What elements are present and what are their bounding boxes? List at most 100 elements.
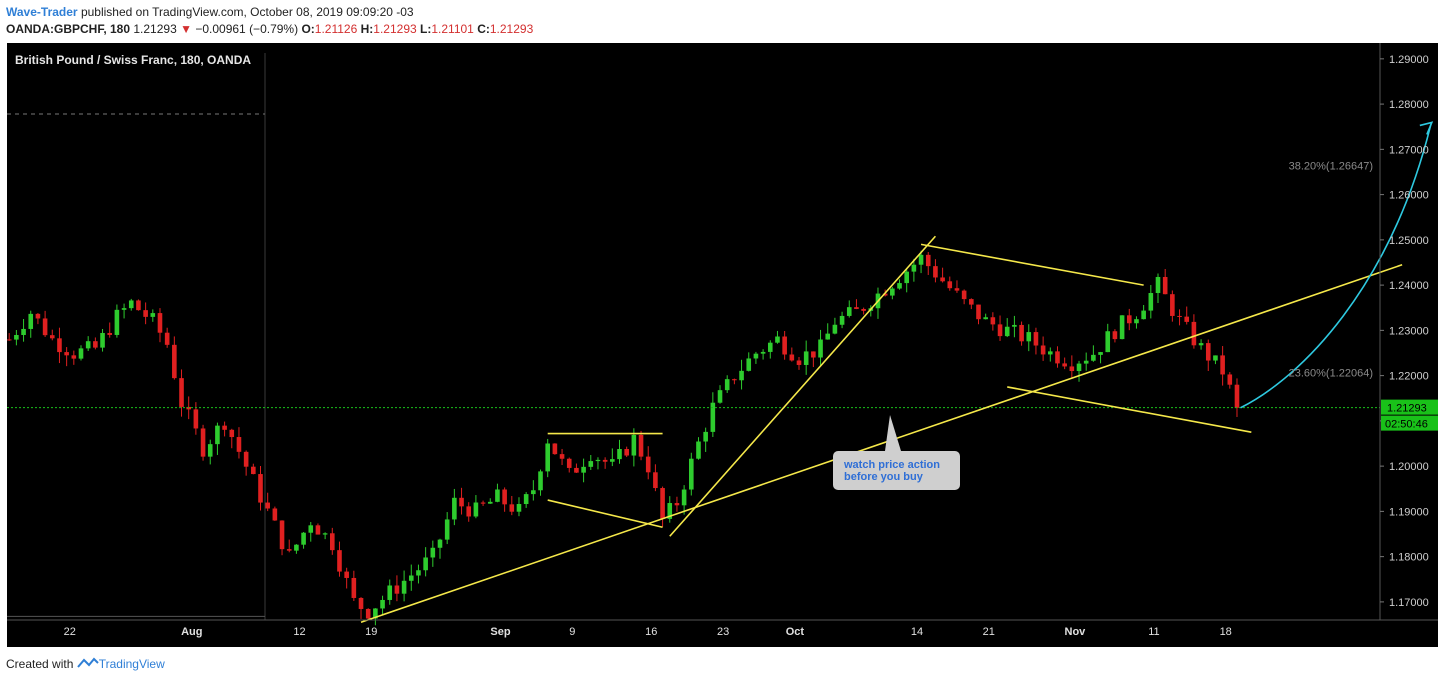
candle-body bbox=[57, 338, 62, 353]
candle-body bbox=[279, 520, 285, 550]
candle-body bbox=[969, 299, 974, 305]
candle-body bbox=[746, 358, 752, 371]
candle-body bbox=[1234, 384, 1240, 408]
candle-body bbox=[459, 497, 464, 507]
candle-body bbox=[825, 333, 831, 340]
candle-body bbox=[523, 494, 529, 505]
candle-body bbox=[1141, 310, 1146, 320]
candle-body bbox=[976, 304, 981, 320]
candle-body bbox=[394, 585, 400, 594]
callout-box bbox=[833, 451, 960, 490]
candle-body bbox=[818, 339, 823, 358]
candle-body bbox=[480, 502, 486, 504]
candle-body bbox=[107, 332, 113, 335]
low-label: L: bbox=[420, 22, 432, 36]
candle-body bbox=[911, 264, 917, 272]
candle-body bbox=[502, 489, 507, 505]
symbol-info: OANDA:GBPCHF, 180 1.21293 ▼ −0.00961 (−0… bbox=[6, 22, 533, 36]
x-tick-label: Aug bbox=[181, 626, 202, 638]
candle-body bbox=[1004, 326, 1010, 337]
candle-body bbox=[114, 309, 120, 335]
candle-body bbox=[1083, 360, 1089, 364]
candle-body bbox=[286, 549, 292, 551]
candle-body bbox=[846, 307, 852, 316]
y-tick-label: 1.26000 bbox=[1389, 190, 1429, 202]
x-tick-label: Sep bbox=[490, 626, 510, 638]
y-tick-label: 1.28000 bbox=[1389, 99, 1429, 111]
candle-body bbox=[811, 351, 816, 358]
candle-body bbox=[925, 254, 931, 267]
candle-body bbox=[1105, 331, 1111, 353]
candle-body bbox=[200, 428, 206, 457]
candle-body bbox=[473, 502, 479, 517]
candle-body bbox=[940, 277, 945, 282]
candle-body bbox=[689, 458, 694, 490]
candle-body bbox=[617, 449, 622, 460]
candle-body bbox=[1055, 351, 1060, 364]
candle-body bbox=[452, 497, 457, 520]
candle-body bbox=[330, 533, 335, 551]
candle-body bbox=[897, 283, 902, 289]
candle-body bbox=[308, 525, 314, 533]
candle-body bbox=[775, 336, 780, 343]
candle-body bbox=[918, 254, 924, 265]
price-chart[interactable]: 38.20%(1.26647) 23.60%(1.22064) watch pric… bbox=[6, 43, 1438, 647]
candle-body bbox=[904, 271, 909, 284]
candle-body bbox=[215, 425, 220, 445]
x-tick-label: 9 bbox=[569, 626, 575, 638]
candle-body bbox=[236, 437, 242, 452]
candle-body bbox=[1134, 319, 1139, 324]
candle-body bbox=[251, 466, 256, 475]
candle-body bbox=[653, 472, 658, 489]
candle-body bbox=[416, 570, 421, 576]
candle-body bbox=[121, 308, 127, 310]
candle-body bbox=[782, 336, 787, 355]
chart-area[interactable]: 38.20%(1.26647) 23.60%(1.22064) watch pric… bbox=[6, 43, 1438, 647]
candle-body bbox=[35, 313, 41, 319]
candle-body bbox=[961, 290, 967, 300]
price-tag-text: 1.21293 bbox=[1387, 403, 1427, 415]
candle-body bbox=[674, 503, 680, 506]
candle-body bbox=[1119, 315, 1125, 340]
candle-body bbox=[890, 288, 895, 296]
candle-body bbox=[1213, 355, 1218, 361]
candle-body bbox=[373, 608, 378, 619]
candle-body bbox=[1198, 343, 1204, 346]
candle-body bbox=[531, 490, 536, 495]
candle-body bbox=[437, 539, 443, 548]
candle-body bbox=[1205, 343, 1211, 361]
candle-body bbox=[179, 378, 184, 407]
x-tick-label: 19 bbox=[365, 626, 377, 638]
candle-body bbox=[85, 341, 91, 349]
candle-body bbox=[93, 341, 98, 348]
candle-body bbox=[602, 459, 608, 462]
trendline bbox=[360, 263, 1403, 624]
author-link[interactable]: Wave-Trader bbox=[6, 5, 78, 19]
candle-body bbox=[545, 443, 550, 472]
x-tick-label: Nov bbox=[1065, 626, 1087, 638]
candle-body bbox=[387, 585, 393, 600]
chart-background bbox=[7, 43, 1438, 647]
candle-body bbox=[1220, 355, 1225, 375]
candle-body bbox=[1162, 276, 1168, 295]
tradingview-brand-link[interactable]: TradingView bbox=[98, 657, 165, 671]
candle-body bbox=[14, 335, 19, 340]
candle-body bbox=[71, 355, 77, 359]
candle-body bbox=[1062, 363, 1067, 367]
candle-body bbox=[724, 379, 730, 391]
candle-body bbox=[21, 328, 26, 336]
candle-body bbox=[990, 317, 996, 325]
candle-body bbox=[143, 310, 148, 317]
candle-body bbox=[128, 300, 134, 309]
candle-body bbox=[509, 504, 515, 512]
y-tick-label: 1.20000 bbox=[1389, 461, 1429, 473]
candle-body bbox=[717, 390, 723, 403]
y-tick-label: 1.18000 bbox=[1389, 552, 1429, 564]
candle-body bbox=[1076, 363, 1082, 372]
callout-pointer bbox=[885, 415, 901, 451]
candle-body bbox=[1033, 332, 1039, 346]
symbol-name: OANDA:GBPCHF, 180 bbox=[6, 22, 131, 36]
candle-body bbox=[172, 344, 177, 379]
footer: Created with TradingView bbox=[6, 657, 165, 672]
candle-body bbox=[365, 608, 371, 619]
